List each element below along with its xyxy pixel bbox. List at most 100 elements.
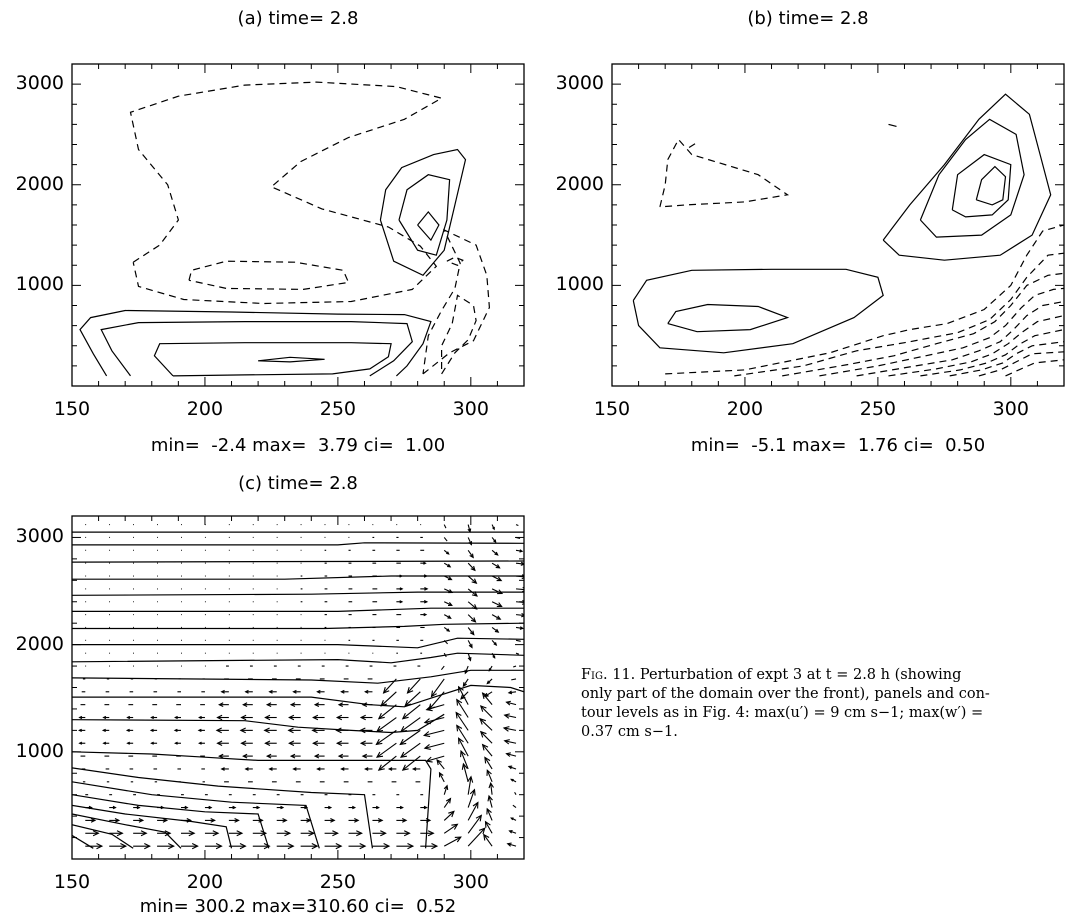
wind-vector-head — [335, 727, 342, 734]
wind-vector — [504, 740, 517, 744]
wind-vector — [467, 640, 473, 648]
negative-contour-line — [665, 224, 1064, 375]
panel-c-plot — [71, 515, 525, 860]
x-tick-label: 200 — [186, 398, 224, 420]
wind-vector — [431, 678, 445, 697]
wind-vector — [480, 731, 493, 744]
wind-vector-head — [188, 830, 196, 837]
wind-vector — [482, 692, 493, 706]
wind-vector-head — [486, 680, 491, 685]
wind-vector-head — [401, 764, 409, 771]
wind-vector-head — [306, 818, 312, 823]
plot-frame — [71, 63, 525, 387]
wind-vector-head — [340, 767, 345, 771]
wind-vector-head — [479, 730, 487, 738]
wind-vector-head — [406, 687, 414, 694]
wind-vector-head — [519, 626, 524, 630]
wind-vector-head — [492, 526, 495, 531]
wind-vector-head — [428, 703, 435, 711]
wind-vector-head — [460, 694, 466, 700]
wind-vector-head — [399, 587, 404, 591]
wind-vector-head — [263, 727, 270, 734]
wind-vector — [458, 686, 469, 705]
panel-b-title: (b) time= 2.8 — [747, 8, 869, 29]
wind-vector — [440, 665, 445, 670]
wind-vector — [515, 639, 521, 642]
wind-vector-head — [289, 753, 296, 759]
x-tick-label: 300 — [992, 398, 1029, 420]
negative-contour-line — [688, 141, 698, 149]
negative-contour-line — [920, 329, 1064, 377]
contour-line — [72, 781, 320, 849]
wind-vector-head — [240, 714, 247, 721]
wind-vector — [515, 562, 524, 565]
wind-vector-head — [377, 712, 385, 720]
wind-vector — [424, 742, 445, 749]
figure-caption: Fig. 11. Perturbation of expt 3 at t = 2… — [581, 666, 1065, 742]
wind-vector-head — [337, 702, 344, 707]
wind-vector-head — [282, 818, 288, 823]
wind-vector-head — [401, 818, 408, 823]
wind-vector — [467, 575, 477, 584]
wind-vector-head — [481, 743, 489, 751]
wind-vector-head — [399, 725, 407, 733]
negative-contour-line — [819, 287, 1064, 377]
wind-vector — [443, 823, 458, 834]
y-tick-label: 3000 — [555, 72, 604, 95]
wind-vector-head — [446, 551, 450, 555]
y-tick-label: 1000 — [15, 273, 64, 296]
x-tick-label: 300 — [452, 871, 489, 893]
negative-contour-line — [129, 81, 444, 305]
y-tick-label: 2000 — [15, 172, 64, 195]
wind-vector-head — [456, 724, 463, 732]
wind-vector — [399, 729, 421, 745]
contour-line — [72, 713, 445, 734]
wind-vector — [491, 588, 503, 595]
y-tick-label: 1000 — [15, 739, 64, 762]
caption-line-3: tour levels as in Fig. 4: max(u′) = 9 cm… — [581, 705, 984, 721]
wind-vector-head — [493, 642, 498, 646]
wind-vector — [402, 704, 421, 720]
wind-vector-head — [494, 551, 499, 556]
wind-vector-head — [126, 741, 131, 745]
wind-vector-head — [263, 843, 271, 850]
wind-vector-head — [364, 689, 369, 694]
y-tick-label: 3000 — [15, 525, 64, 548]
wind-vector-head — [304, 805, 309, 810]
wind-vector-head — [265, 753, 272, 759]
wind-vector — [467, 789, 475, 808]
wind-vector-head — [475, 814, 483, 822]
wind-vector-head — [102, 741, 107, 745]
wind-vector — [458, 737, 469, 757]
wind-vector — [455, 712, 469, 731]
wind-vector-head — [497, 589, 504, 595]
negative-contour-line — [422, 228, 491, 375]
wind-vector — [464, 665, 469, 674]
contour-line — [79, 309, 432, 377]
contour-line — [72, 591, 524, 596]
wind-vector — [515, 601, 524, 604]
caption-line-4: 0.37 cm s−1. — [581, 724, 678, 740]
wind-vector-head — [377, 764, 385, 771]
wind-vector — [462, 678, 469, 687]
wind-vector — [486, 808, 493, 821]
wind-vector — [479, 718, 493, 731]
wind-vector-head — [352, 805, 357, 810]
wind-vector-head — [479, 705, 487, 712]
wind-vector-head — [354, 818, 360, 823]
wind-vector-head — [265, 702, 272, 707]
wind-vector — [443, 811, 455, 821]
wind-vector — [383, 678, 397, 694]
wind-vector-head — [464, 669, 469, 675]
wind-vector — [507, 843, 517, 847]
caption-line-2: only part of the domain over the front),… — [581, 686, 990, 702]
negative-contour-line — [856, 300, 1064, 377]
wind-vector-head — [375, 805, 380, 810]
wind-vector-head — [335, 740, 343, 746]
wind-vector-head — [506, 842, 512, 847]
wind-vector-head — [292, 767, 297, 771]
wind-vector — [400, 717, 421, 732]
wind-vector-head — [242, 702, 248, 707]
wind-vector-head — [256, 805, 261, 810]
wind-vector-head — [184, 805, 189, 810]
